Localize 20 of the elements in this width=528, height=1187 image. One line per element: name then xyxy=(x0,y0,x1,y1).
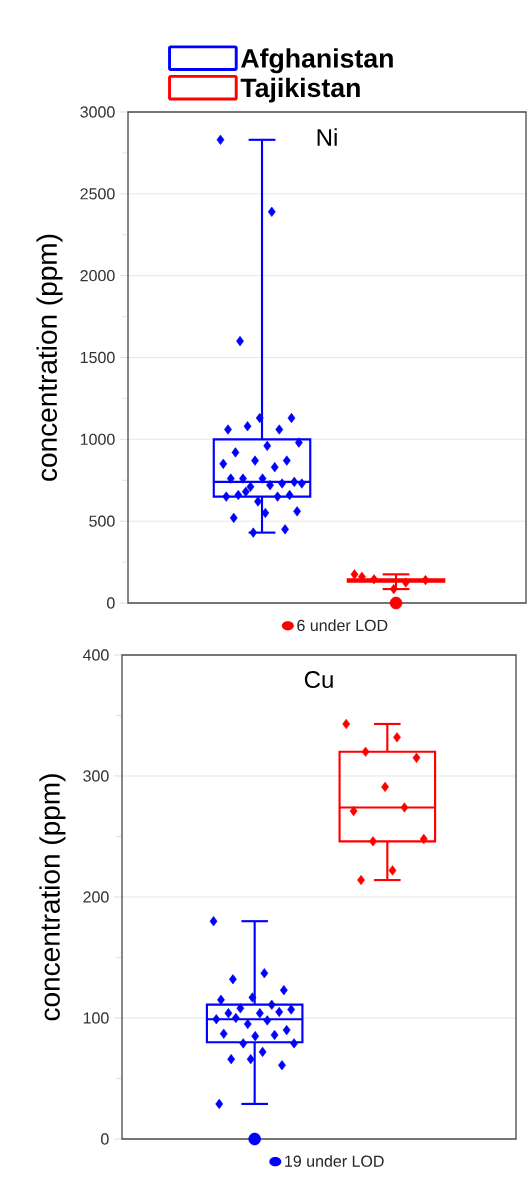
y-tick-label: 0 xyxy=(101,1133,109,1145)
y-tick-label: 300 xyxy=(83,770,109,782)
y-tick-label: 3000 xyxy=(80,106,115,118)
legend-label: 19 under LOD xyxy=(285,1155,384,1167)
y-tick-label: 0 xyxy=(107,597,115,609)
y-tick-label: 400 xyxy=(82,649,109,661)
legend-label: Afghanistan xyxy=(241,48,393,74)
y-tick-label: 2500 xyxy=(80,188,115,200)
y-axis-title: concentration (ppm) xyxy=(36,234,63,481)
text: Cu xyxy=(304,671,333,689)
text: Ni xyxy=(317,128,337,146)
y-tick-label: 1000 xyxy=(80,433,115,445)
y-tick-label: 500 xyxy=(89,515,115,527)
y-axis-title: concentration (ppm) xyxy=(39,774,66,1021)
y-tick-label: 2000 xyxy=(80,270,115,282)
y-tick-label: 100 xyxy=(83,1012,109,1024)
legend-label: Tajikistan xyxy=(240,77,360,103)
legend-label: 6 under LOD xyxy=(297,619,388,632)
y-tick-label: 1500 xyxy=(80,351,115,364)
y-tick-label: 200 xyxy=(83,891,109,903)
